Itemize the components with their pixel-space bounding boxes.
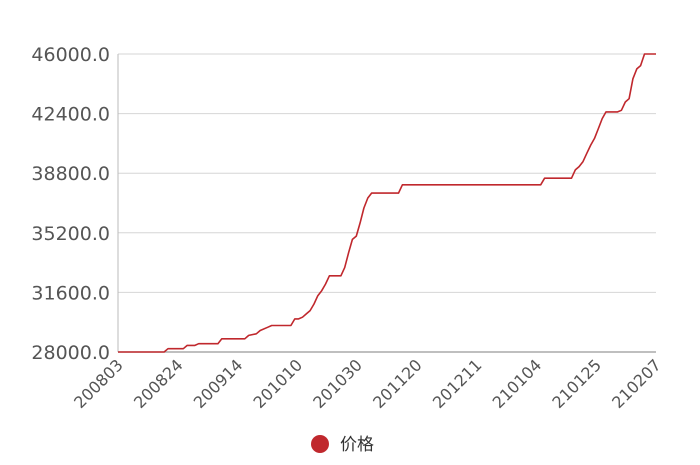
- legend-swatch-icon: [311, 435, 329, 453]
- y-tick-label: 38800.0: [31, 163, 110, 185]
- x-tick-label: 201030: [309, 355, 366, 412]
- y-tick-label: 31600.0: [31, 282, 110, 304]
- price-series-line: [118, 53, 656, 353]
- x-tick-label: 200914: [190, 355, 247, 412]
- x-tick-label: 200824: [130, 355, 187, 412]
- y-tick-label: 46000.0: [31, 44, 110, 66]
- x-tick-label: 201211: [429, 355, 486, 412]
- y-tick-label: 35200.0: [31, 223, 110, 245]
- y-tick-label: 28000.0: [31, 342, 110, 364]
- legend-label: 价格: [340, 435, 374, 455]
- y-axis-ticks: 46000.0 42400.0 38800.0 35200.0 31600.0 28000…: [31, 44, 110, 364]
- x-tick-label: 201120: [369, 355, 426, 412]
- grid-lines: [118, 53, 656, 293]
- legend[interactable]: 价格: [311, 435, 374, 455]
- x-axis-ticks: 200803 200824 200914 201010 201030 201120 2012…: [70, 355, 665, 412]
- x-tick-label: 210104: [489, 355, 546, 412]
- y-tick-label: 42400.0: [31, 104, 110, 126]
- x-tick-label: 210207: [608, 355, 665, 412]
- x-tick-label: 201010: [250, 355, 307, 412]
- x-tick-label: 210125: [548, 355, 605, 412]
